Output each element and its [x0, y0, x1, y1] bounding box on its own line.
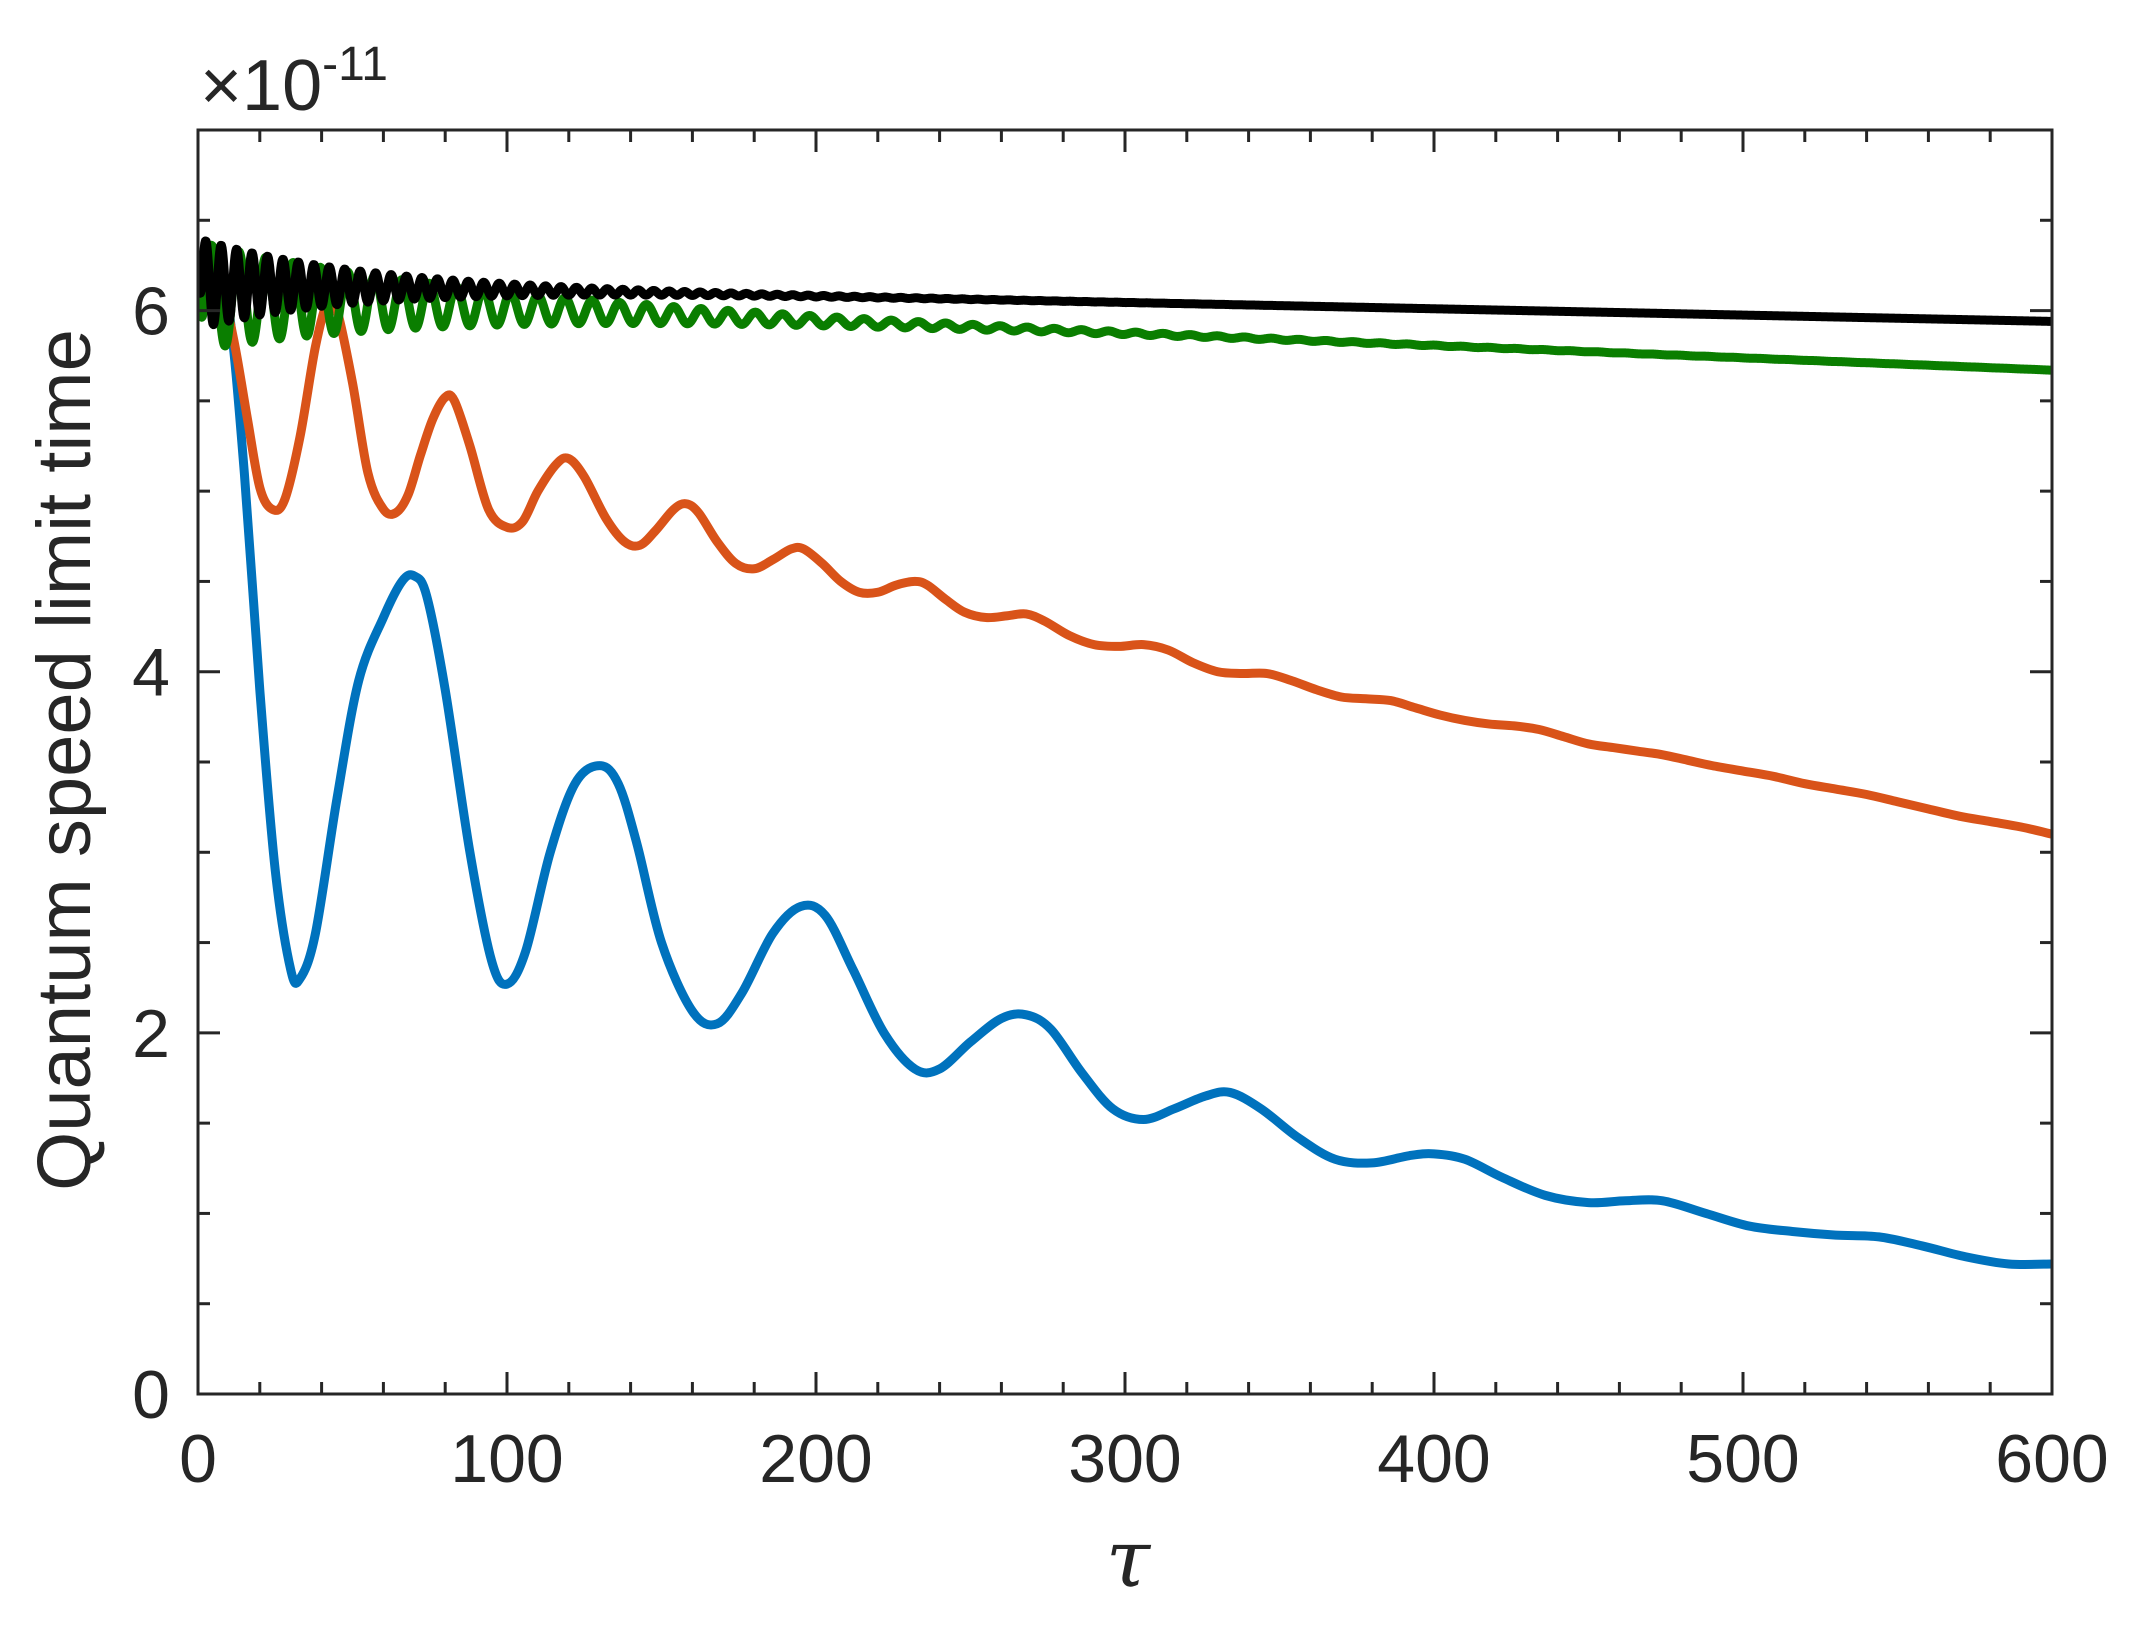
x-tick-label: 300 [1068, 1421, 1181, 1497]
series-layer [198, 236, 2052, 1270]
x-tick-label: 0 [179, 1421, 217, 1497]
x-tick-label: 500 [1686, 1421, 1799, 1497]
y-axis-multiplier: ×10-11 [200, 38, 388, 126]
y-multiplier-prefix: ×10 [200, 46, 322, 126]
y-axis-label: Quantum speed limit time [22, 329, 107, 1191]
y-tick-label: 6 [132, 274, 170, 350]
series-line-black [198, 236, 2052, 330]
plot-frame [196, 128, 2054, 1396]
x-tick-label: 200 [759, 1421, 872, 1497]
x-tick-label: 100 [450, 1421, 563, 1497]
y-tick-label: 0 [132, 1357, 170, 1433]
x-tick-label: 400 [1377, 1421, 1490, 1497]
x-axis-label: τ [1106, 1512, 1152, 1605]
y-multiplier-exponent: -11 [322, 38, 388, 91]
x-tick-label: 600 [1995, 1421, 2108, 1497]
series-line-blue [198, 267, 2052, 1270]
labels-layer: 0 100 200 300 400 500 600 0 2 4 6 [132, 274, 2109, 1497]
series-line-orange [198, 268, 2052, 839]
y-tick-label: 4 [132, 635, 170, 711]
y-tick-label: 2 [132, 996, 170, 1072]
